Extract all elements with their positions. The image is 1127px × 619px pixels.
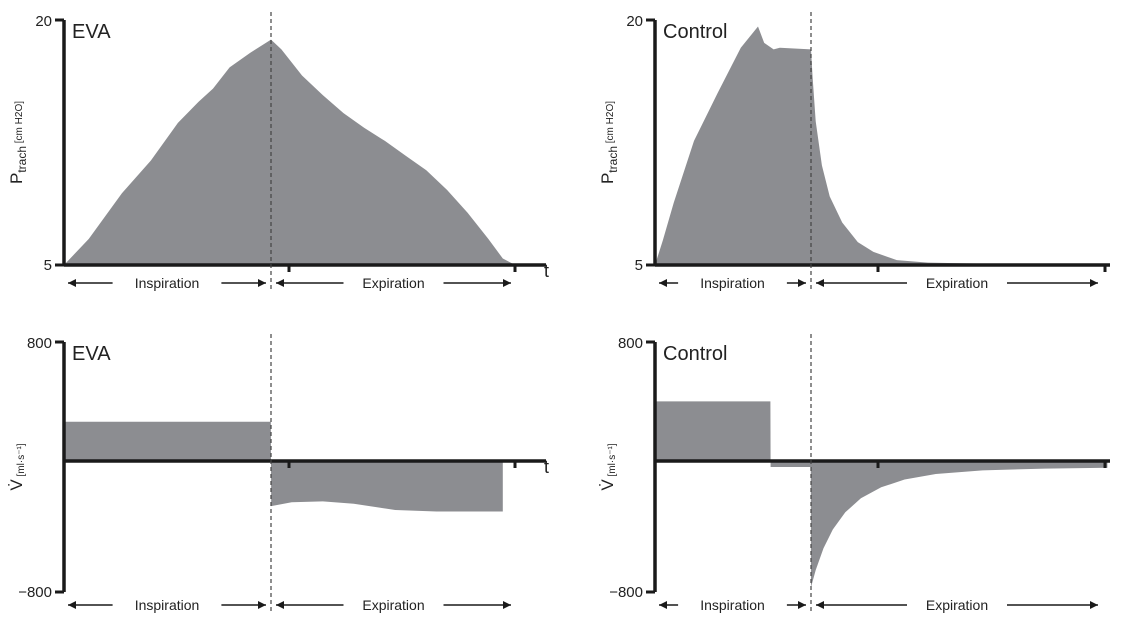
eva-flow-inspiration-label: Inspiration [135, 597, 200, 613]
eva-flow-y-tick-label-bottom: −800 [18, 584, 52, 601]
control-pressure-y-tick-label-top: 20 [626, 13, 643, 30]
eva-pressure-expiration-label: Expiration [362, 275, 424, 291]
control-flow-y-axis-unit: [ml·s⁻¹] [607, 443, 618, 479]
eva-flow-y-axis-symbol: V̇ [7, 479, 26, 491]
eva-pressure-y-axis-label: Ptrach [cm H2O] [7, 101, 29, 184]
control-pressure-inspiration-right-arrowhead [798, 279, 806, 287]
eva-pressure-y-tick-label-top: 20 [35, 13, 52, 30]
eva-pressure-panel: 20 5 EVA Ptrach [cm H2O] t Inspiration Expirat… [7, 12, 549, 291]
eva-pressure-expiration-left-arrowhead [276, 279, 284, 287]
eva-flow-y-axis-unit: [ml·s⁻¹] [16, 443, 27, 479]
eva-pressure-y-axis-symbol: P [7, 173, 26, 184]
eva-flow-y-axis-label: V̇ [ml·s⁻¹] [7, 443, 27, 490]
control-flow-y-axis-label: V̇ [ml·s⁻¹] [598, 443, 618, 490]
control-flow-expiration-left-arrowhead [816, 601, 824, 609]
control-flow-inspiration-label: Inspiration [700, 597, 765, 613]
control-pressure-panel: 20 5 Control Ptrach [cm H2O] Inspiration Expi… [598, 12, 1110, 291]
control-pressure-y-axis-subscript: trach [606, 146, 620, 173]
control-pressure-area [655, 26, 1108, 265]
control-pressure-y-axis-label: Ptrach [cm H2O] [598, 101, 620, 184]
eva-pressure-y-axis-unit: [cm H2O] [14, 101, 25, 146]
control-pressure-y-axis-symbol: P [598, 173, 617, 184]
control-flow-y-tick-label-bottom: −800 [609, 584, 643, 601]
eva-pressure-y-tick-label-bottom: 5 [44, 257, 52, 274]
eva-flow-inspiration-left-arrowhead [68, 601, 76, 609]
control-pressure-expiration-right-arrowhead [1090, 279, 1098, 287]
control-pressure-panel-label: Control [663, 21, 727, 43]
control-flow-inspiration-left-arrowhead [659, 601, 667, 609]
eva-flow-panel: 800 −800 EVA V̇ [ml·s⁻¹] t Inspiration Expirat… [7, 334, 549, 613]
control-pressure-inspiration-left-arrowhead [659, 279, 667, 287]
eva-flow-expiration-left-arrowhead [276, 601, 284, 609]
eva-flow-area [64, 421, 503, 512]
eva-flow-time-label: t [544, 457, 549, 477]
eva-pressure-inspiration-right-arrowhead [258, 279, 266, 287]
control-flow-y-tick-label-top: 800 [618, 335, 643, 352]
control-flow-expiration-label: Expiration [926, 597, 988, 613]
eva-pressure-area [64, 39, 516, 265]
eva-flow-expiration-right-arrowhead [503, 601, 511, 609]
control-flow-panel-label: Control [663, 343, 727, 365]
eva-flow-y-tick-label-top: 800 [27, 335, 52, 352]
eva-flow-expiration-label: Expiration [362, 597, 424, 613]
control-flow-y-axis-symbol: V̇ [598, 479, 617, 491]
eva-pressure-time-label: t [544, 261, 549, 281]
eva-pressure-inspiration-left-arrowhead [68, 279, 76, 287]
control-pressure-y-tick-label-bottom: 5 [635, 257, 643, 274]
control-flow-area [655, 401, 1108, 588]
control-flow-inspiration-right-arrowhead [798, 601, 806, 609]
eva-pressure-y-axis-subscript: trach [15, 146, 29, 173]
eva-flow-panel-label: EVA [72, 343, 111, 365]
eva-pressure-expiration-right-arrowhead [503, 279, 511, 287]
control-pressure-expiration-label: Expiration [926, 275, 988, 291]
control-flow-panel: 800 −800 Control V̇ [ml·s⁻¹] Inspiration Expi… [598, 334, 1110, 613]
control-pressure-y-axis-unit: [cm H2O] [605, 101, 616, 146]
eva-pressure-inspiration-label: Inspiration [135, 275, 200, 291]
control-pressure-expiration-left-arrowhead [816, 279, 824, 287]
eva-pressure-panel-label: EVA [72, 21, 111, 43]
eva-flow-inspiration-right-arrowhead [258, 601, 266, 609]
control-pressure-inspiration-label: Inspiration [700, 275, 765, 291]
control-flow-expiration-right-arrowhead [1090, 601, 1098, 609]
